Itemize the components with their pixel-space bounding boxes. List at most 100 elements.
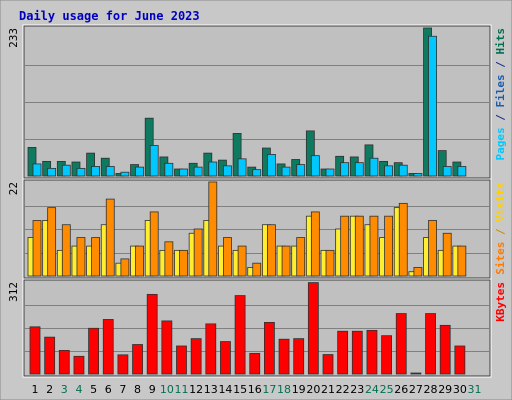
x-axis-labels: 1 2 3 4 5 6 7 8 9 10 11 12 13 14 15 16 17 18 19 20 21 22 23 24 2… [32, 383, 482, 396]
bar-sites-day-12 [193, 228, 203, 277]
bar-sites-day-15 [237, 245, 247, 277]
bar-files-day-5 [91, 166, 100, 177]
bar-files-day-29 [442, 166, 452, 177]
x-tick-label-day-30: 30 [453, 383, 467, 396]
legend-text-part: Files [494, 74, 507, 107]
legend-text-part: Visits [494, 182, 507, 222]
x-tick-label-day-15: 15 [233, 383, 247, 396]
bar-kbytes-day-9 [146, 293, 158, 375]
series-hits [27, 27, 462, 177]
x-tick-label-day-23: 23 [350, 383, 364, 396]
bar-kbytes-day-10 [161, 320, 173, 375]
bar-kbytes-day-7 [117, 354, 129, 375]
bar-kbytes-day-30 [454, 345, 466, 375]
bar-sites-day-16 [252, 262, 262, 277]
bar-files-day-24 [369, 157, 379, 177]
x-tick-label-day-27: 27 [409, 383, 423, 396]
bar-files-day-3 [61, 164, 71, 177]
x-tick-label-day-12: 12 [189, 383, 203, 396]
bar-sites-day-22 [340, 215, 350, 277]
bar-files-day-15 [237, 158, 247, 177]
bar-kbytes-day-12 [190, 338, 202, 375]
bar-files-day-23 [354, 162, 364, 177]
x-tick-label-day-13: 13 [204, 383, 218, 396]
bar-kbytes-day-16 [249, 352, 261, 375]
bar-files-day-10 [164, 162, 174, 177]
bar-sites-day-1 [32, 220, 42, 277]
x-tick-label-day-29: 29 [438, 383, 452, 396]
x-tick-label-day-11: 11 [175, 383, 189, 396]
bar-kbytes-day-3 [58, 350, 70, 375]
bar-sites-day-24 [369, 215, 379, 277]
bar-sites-day-17 [266, 224, 276, 277]
bar-files-day-9 [149, 145, 159, 177]
bar-kbytes-day-21 [322, 354, 334, 375]
legend-text-part: Sites [494, 242, 507, 275]
bar-kbytes-day-20 [307, 282, 319, 375]
series-legend-label: Sites / Visits [494, 182, 507, 275]
x-tick-label-day-20: 20 [306, 383, 320, 396]
bar-files-day-16 [252, 169, 262, 177]
bar-sites-day-6 [105, 198, 115, 277]
bar-sites-day-27 [413, 267, 423, 277]
bar-sites-day-14 [223, 237, 232, 277]
bar-files-day-25 [384, 165, 394, 177]
bar-sites-day-10 [164, 241, 174, 277]
bar-kbytes-day-1 [29, 326, 41, 375]
bar-files-day-26 [398, 164, 408, 177]
bar-files-day-21 [325, 168, 335, 177]
x-tick-label-day-31: 31 [468, 383, 482, 396]
bar-kbytes-day-25 [381, 335, 393, 375]
bar-sites-day-9 [149, 211, 159, 277]
bar-sites-day-29 [442, 232, 452, 277]
x-tick-label-day-5: 5 [90, 383, 97, 396]
bar-files-day-18 [281, 166, 291, 177]
bar-kbytes-day-26 [395, 313, 407, 375]
x-tick-label-day-28: 28 [424, 383, 438, 396]
x-tick-label-day-24: 24 [365, 383, 379, 396]
bar-files-day-30 [457, 166, 467, 177]
x-tick-label-day-19: 19 [292, 383, 306, 396]
bar-files-day-14 [223, 165, 232, 177]
bar-kbytes-day-28 [425, 313, 436, 375]
bar-files-day-1 [32, 163, 42, 177]
chart-panels: 233 Pages / Files / Hits 22 Sites / Visits 3… [7, 24, 507, 378]
bar-sites-day-26 [398, 202, 408, 277]
legend-text-part: Pages [494, 127, 507, 160]
bar-files-day-13 [208, 161, 218, 177]
bar-files-day-27 [413, 173, 423, 177]
bar-sites-day-18 [281, 245, 291, 277]
panel-visits: 22 Sites / Visits [7, 178, 507, 280]
bar-kbytes-day-2 [44, 336, 56, 375]
bar-hits-day-15 [232, 133, 242, 177]
bar-kbytes-day-27 [410, 372, 422, 375]
series-files [32, 35, 467, 177]
bar-sites-day-30 [457, 245, 467, 277]
bar-files-day-11 [179, 168, 188, 177]
y-max-label: 233 [7, 28, 20, 48]
x-tick-label-day-7: 7 [119, 383, 126, 396]
bar-files-day-7 [120, 171, 130, 177]
panel-hits: 233 Pages / Files / Hits [7, 24, 507, 180]
x-tick-label-day-25: 25 [380, 383, 394, 396]
bar-kbytes-day-24 [366, 329, 378, 375]
bar-kbytes-day-29 [439, 324, 451, 375]
bar-hits-day-1 [27, 147, 37, 177]
bar-files-day-19 [296, 164, 306, 177]
y-max-label: 22 [7, 182, 20, 195]
bar-kbytes-day-5 [88, 327, 99, 375]
bar-kbytes-day-11 [176, 345, 187, 375]
bar-files-day-12 [193, 166, 203, 177]
series-sites [32, 181, 467, 277]
x-tick-label-day-16: 16 [248, 383, 262, 396]
x-tick-label-day-26: 26 [394, 383, 408, 396]
bar-sites-day-7 [120, 258, 130, 277]
bar-files-day-28 [428, 35, 437, 177]
bar-files-day-8 [135, 166, 144, 177]
x-tick-label-day-21: 21 [321, 383, 335, 396]
chart-title: Daily usage for June 2023 [19, 9, 200, 23]
bar-files-day-6 [105, 166, 115, 177]
bar-sites-day-2 [47, 207, 57, 277]
legend-text-part: KBytes [494, 282, 507, 322]
